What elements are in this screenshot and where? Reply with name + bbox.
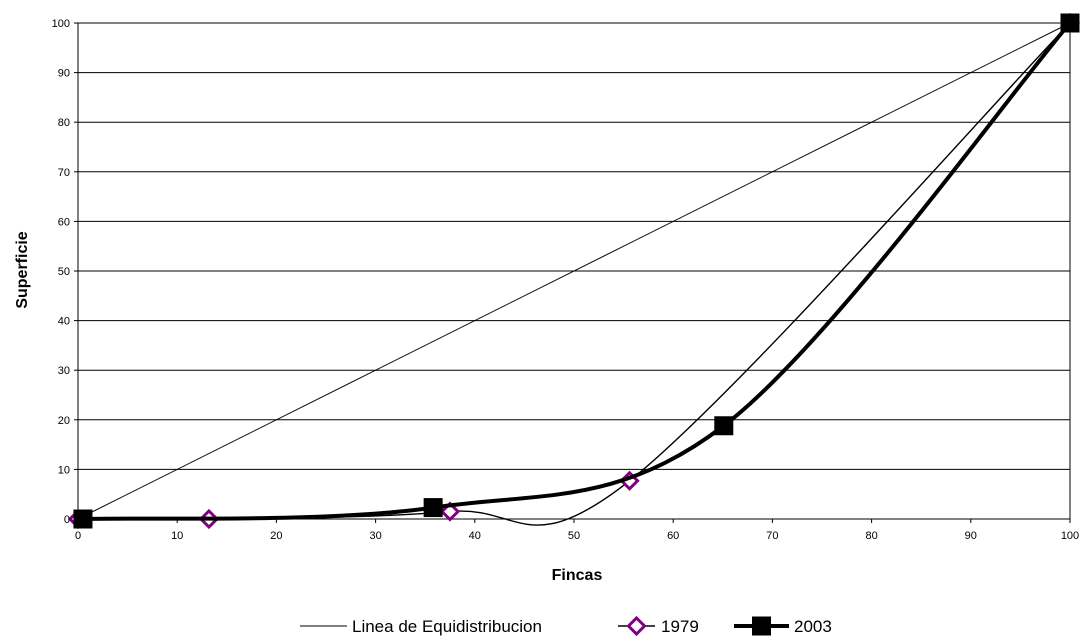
x-tick-label: 20 — [270, 530, 282, 542]
x-tick-label: 100 — [1061, 530, 1079, 542]
series-2-point — [73, 509, 93, 529]
series-layer — [67, 12, 1081, 530]
y-tick-label: 30 — [58, 365, 70, 377]
legend-marker-1 — [626, 615, 647, 636]
series-line-0 — [77, 22, 1071, 520]
x-tick-label: 40 — [469, 530, 481, 542]
series-2-point — [423, 498, 443, 518]
y-tick-label: 0 — [64, 514, 70, 526]
y-tick-label: 60 — [58, 216, 70, 228]
y-tick-label: 100 — [52, 18, 70, 30]
x-tick-label: 80 — [865, 530, 877, 542]
series-2-point — [1060, 13, 1080, 33]
legend: Linea de Equidistribucion 1979 2003 — [300, 615, 832, 636]
y-tick-label: 70 — [58, 167, 70, 179]
x-tick-label: 30 — [369, 530, 381, 542]
series-line-2 — [80, 21, 1072, 521]
series-line-1 — [77, 22, 1071, 526]
x-tick-label: 70 — [766, 530, 778, 542]
y-tick-label: 80 — [58, 117, 70, 129]
y-tick-label: 20 — [58, 415, 70, 427]
y-tick-label: 10 — [58, 464, 70, 476]
series-2-point — [714, 416, 734, 436]
y-axis-title: Superficie — [14, 231, 31, 308]
y-tick-label: 40 — [58, 316, 70, 328]
x-tick-label: 60 — [667, 530, 679, 542]
x-tick-label: 90 — [965, 530, 977, 542]
x-tick-label: 10 — [171, 530, 183, 542]
series-2 — [73, 13, 1080, 529]
x-tick-label: 0 — [75, 530, 81, 542]
x-tick-label: 50 — [568, 530, 580, 542]
legend-label-1: 1979 — [661, 617, 699, 636]
legend-label-0: Linea de Equidistribucion — [352, 617, 542, 636]
legend-marker-2 — [752, 616, 771, 636]
y-tick-label: 50 — [58, 266, 70, 278]
legend-label-2: 2003 — [794, 617, 832, 636]
series-0 — [77, 22, 1071, 520]
y-tick-label: 90 — [58, 68, 70, 80]
tick-labels: 0 10 20 30 40 50 60 70 80 90 100 0 10 20 30 40 50 60 70 80 9… — [52, 18, 1080, 542]
x-axis-title: Fincas — [552, 567, 603, 584]
